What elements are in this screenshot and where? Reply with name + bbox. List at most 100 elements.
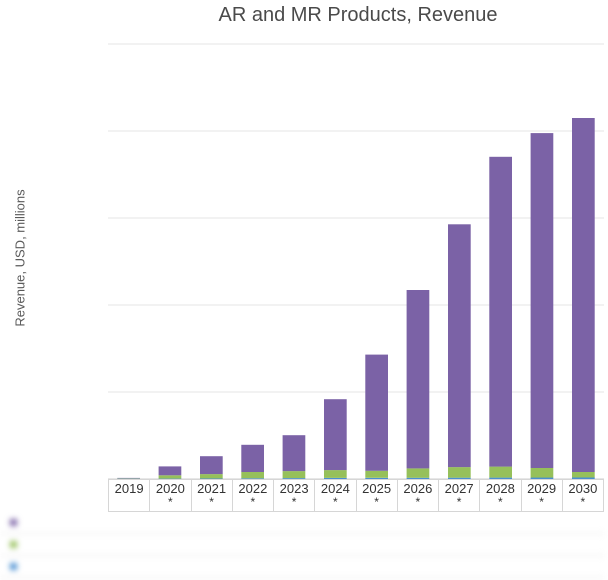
legend-value-cell bbox=[563, 512, 604, 534]
bar-segment-series-0-2020 bbox=[158, 466, 182, 476]
x-axis-row: 2019 2020 * 2021 * 2022 * 2023 * 2024 * 2025 * 2026 * 2… bbox=[107, 479, 605, 512]
bar-segment-series-2-2028 bbox=[489, 477, 512, 479]
forecast-marker: * bbox=[250, 495, 256, 509]
legend-table-body bbox=[0, 512, 604, 578]
x-tick-label: 2023 * bbox=[272, 479, 316, 512]
bar-segment-series-1-2020 bbox=[158, 475, 182, 479]
bar-segment-series-1-2022 bbox=[241, 472, 264, 479]
bar-segment-series-0-2022 bbox=[241, 444, 264, 472]
legend-value-cell bbox=[159, 555, 200, 578]
forecast-marker: * bbox=[333, 495, 338, 509]
forecast-marker: * bbox=[374, 495, 379, 509]
legend-value-cell bbox=[321, 555, 362, 578]
legend-value-cell bbox=[119, 512, 160, 534]
x-tick-year: 2026 bbox=[403, 481, 433, 496]
legend-value-cell bbox=[240, 555, 281, 578]
x-tick-label: 2028 * bbox=[479, 479, 522, 512]
forecast-marker: * bbox=[456, 495, 462, 509]
legend-value-cell bbox=[563, 533, 604, 556]
legend-data-table bbox=[0, 512, 604, 578]
legend-value-cell bbox=[563, 555, 604, 578]
bar-segment-series-1-2028 bbox=[489, 466, 512, 478]
bar-segment-series-2-2029 bbox=[530, 477, 554, 479]
x-tick-year: 2029 bbox=[527, 481, 557, 496]
legend-value-cell bbox=[401, 512, 443, 534]
x-tick-year: 2025 bbox=[362, 481, 392, 496]
x-tick-label: 2021 * bbox=[190, 479, 233, 512]
bar-segment-series-0-2021 bbox=[200, 456, 223, 475]
legend-value-cell bbox=[482, 512, 524, 534]
legend-value-cell bbox=[280, 512, 322, 534]
legend-series-name bbox=[0, 512, 119, 534]
legend-row bbox=[0, 555, 604, 578]
x-tick-label: 2022 * bbox=[231, 479, 275, 512]
x-tick-year: 2020 bbox=[155, 481, 185, 496]
bar-segment-series-2-2027 bbox=[448, 477, 471, 479]
bar-segment-series-1-2021 bbox=[200, 474, 223, 479]
chart-plot-area bbox=[108, 43, 604, 480]
legend-value-cell bbox=[361, 555, 402, 578]
legend-value-cell bbox=[119, 555, 160, 578]
legend-value-cell bbox=[401, 533, 443, 556]
bar-segment-series-1-2024 bbox=[324, 470, 347, 478]
bar-segment-series-1-2026 bbox=[406, 468, 430, 478]
bar-group bbox=[117, 118, 595, 479]
forecast-marker: * bbox=[539, 495, 544, 509]
x-tick-label: 2019 bbox=[107, 479, 151, 512]
legend-value-cell bbox=[240, 512, 281, 534]
chart-title: AR and MR Products, Revenue bbox=[218, 4, 498, 26]
x-tick-label: 2029 * bbox=[520, 479, 563, 512]
legend-value-cell bbox=[442, 555, 483, 578]
bar-segment-series-2-2021 bbox=[200, 478, 223, 479]
bar-segment-series-0-2023 bbox=[282, 435, 306, 472]
bar-segment-series-0-2027 bbox=[448, 224, 471, 468]
legend-swatch-icon bbox=[10, 562, 17, 570]
x-tick-label: 2026 * bbox=[396, 479, 440, 512]
bar-segment-series-1-2029 bbox=[530, 468, 554, 478]
legend-value-cell bbox=[240, 533, 281, 556]
bar-segment-series-0-2029 bbox=[530, 133, 554, 468]
forecast-marker: * bbox=[209, 495, 214, 509]
x-tick-label: 2020 * bbox=[149, 479, 192, 512]
forecast-marker: * bbox=[498, 495, 503, 509]
bar-segment-series-1-2025 bbox=[365, 470, 388, 478]
legend-value-cell bbox=[442, 533, 483, 556]
bar-segment-series-1-2023 bbox=[282, 471, 306, 479]
legend-value-cell bbox=[523, 555, 564, 578]
legend-value-cell bbox=[523, 512, 564, 534]
x-tick-label: 2025 * bbox=[355, 479, 398, 512]
bar-segment-series-1-2030 bbox=[572, 472, 595, 478]
legend-value-cell bbox=[523, 533, 564, 556]
legend-swatch-icon bbox=[10, 540, 17, 548]
legend-series-name bbox=[0, 555, 119, 578]
gridlines bbox=[108, 43, 604, 480]
x-tick-label: 2027 * bbox=[437, 479, 481, 512]
bar-segment-series-0-2026 bbox=[406, 290, 430, 469]
forecast-marker: * bbox=[580, 495, 586, 509]
legend-value-cell bbox=[482, 555, 524, 578]
bar-segment-series-2-2025 bbox=[365, 477, 388, 479]
bar-segment-series-2-2023 bbox=[282, 478, 306, 479]
bar-segment-series-0-2024 bbox=[324, 399, 347, 471]
x-tick-year: 2023 bbox=[279, 481, 309, 496]
x-tick-year: 2021 bbox=[197, 481, 227, 496]
legend-value-cell bbox=[401, 555, 443, 578]
legend-series-name bbox=[0, 533, 119, 556]
legend-row bbox=[0, 512, 604, 534]
bar-segment-series-2-2024 bbox=[324, 478, 347, 479]
x-tick-label: 2030 * bbox=[561, 479, 605, 512]
legend-value-cell bbox=[361, 512, 402, 534]
legend-value-cell bbox=[361, 533, 402, 556]
legend-value-cell bbox=[321, 533, 362, 556]
forecast-marker: * bbox=[168, 495, 173, 509]
legend-value-cell bbox=[199, 555, 241, 578]
x-axis-category-table: 2019 2020 * 2021 * 2022 * 2023 * 2024 * 2025 * 2026 * 2… bbox=[107, 479, 605, 512]
legend-swatch-icon bbox=[10, 518, 17, 526]
legend-value-cell bbox=[482, 533, 524, 556]
bar-segment-series-1-2027 bbox=[448, 467, 471, 478]
bar-segment-series-0-2028 bbox=[489, 156, 512, 467]
x-tick-year: 2028 bbox=[485, 481, 515, 496]
legend-value-cell bbox=[159, 512, 200, 534]
bar-segment-series-2-2026 bbox=[406, 477, 430, 479]
forecast-marker: * bbox=[415, 495, 421, 509]
